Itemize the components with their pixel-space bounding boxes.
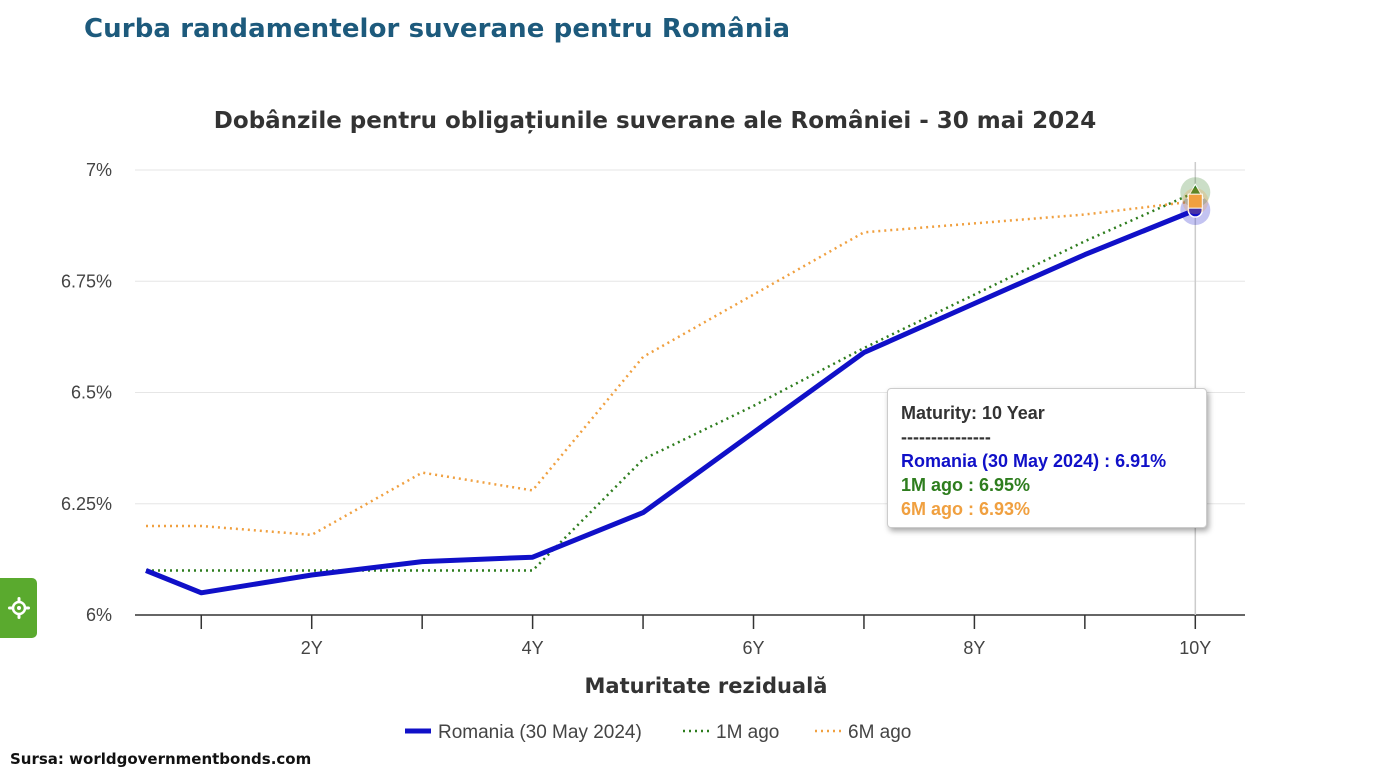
tooltip-title: Maturity: 10 Year <box>901 403 1045 423</box>
page-title: Curba randamentelor suverane pentru Româ… <box>84 14 791 44</box>
tooltip-separator: --------------- <box>901 427 991 447</box>
hover-markers <box>1180 177 1211 226</box>
gear-icon[interactable] <box>7 597 30 619</box>
legend-label: Romania (30 May 2024) <box>438 722 642 743</box>
romania-series-line[interactable] <box>145 207 1197 596</box>
x-tick-label: 6Y <box>742 638 764 658</box>
y-axis: 6% 6.25% 6.5% 6.75% 7% <box>61 160 112 625</box>
source-note: Sursa: worldgovernmentbonds.com <box>10 750 312 768</box>
one-month-series-line[interactable] <box>146 191 1196 572</box>
tooltip-6m-value: 6M ago : 6.93% <box>901 499 1031 519</box>
y-tick-label: 7% <box>86 160 112 180</box>
legend-item-6m[interactable]: 6M ago <box>815 722 911 743</box>
x-tick-label: 2Y <box>301 638 323 658</box>
legend-label: 6M ago <box>848 722 911 743</box>
y-tick-label: 6.5% <box>71 383 112 403</box>
tooltip-1m-value: 1M ago : 6.95% <box>901 475 1031 495</box>
legend[interactable]: Romania (30 May 2024) 1M ago 6M ago <box>405 722 911 743</box>
series-lines[interactable] <box>145 191 1197 596</box>
six-month-series-line[interactable] <box>146 199 1196 537</box>
x-tick-label: 4Y <box>522 638 544 658</box>
x-tick-label: 10Y <box>1179 638 1211 658</box>
legend-item-1m[interactable]: 1M ago <box>683 722 779 743</box>
six-month-marker <box>1187 193 1203 209</box>
x-tick-label: 8Y <box>963 638 985 658</box>
x-axis: 2Y 4Y 6Y 8Y 10Y <box>135 614 1245 658</box>
chart-title: Dobânzile pentru obligațiunile suverane … <box>214 108 1096 134</box>
y-tick-label: 6% <box>86 605 112 625</box>
legend-item-romania[interactable]: Romania (30 May 2024) <box>405 722 642 743</box>
y-tick-label: 6.25% <box>61 494 112 514</box>
y-tick-label: 6.75% <box>61 271 112 291</box>
legend-label: 1M ago <box>716 722 779 743</box>
tooltip: Maturity: 10 Year --------------- Romani… <box>887 388 1207 528</box>
settings-tab[interactable] <box>0 578 37 638</box>
tooltip-romania-value: Romania (30 May 2024) : 6.91% <box>901 451 1167 471</box>
yield-curve-chart: Dobânzile pentru obligațiunile suverane … <box>61 108 1245 743</box>
x-axis-title: Maturitate reziduală <box>585 674 828 698</box>
